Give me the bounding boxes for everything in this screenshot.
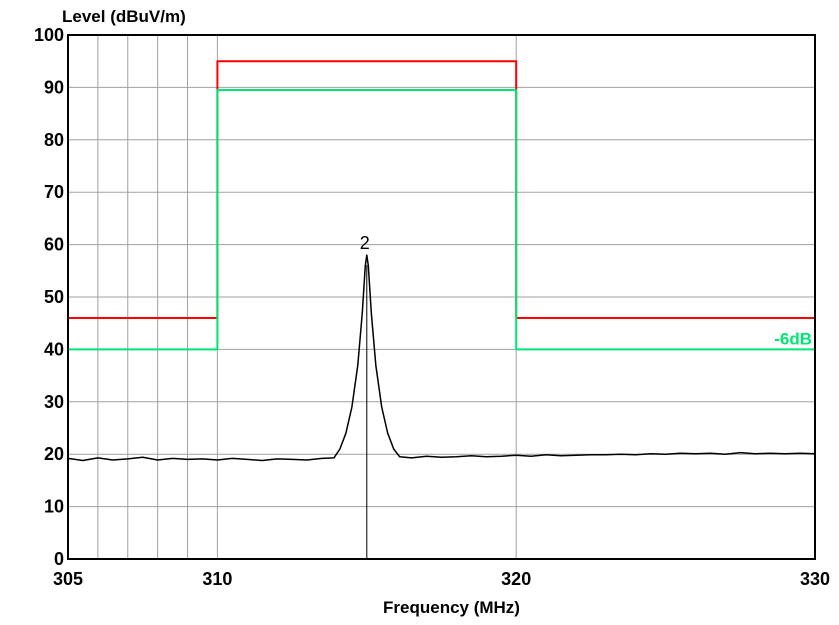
series-line-2	[68, 89, 815, 351]
y-tick-label: 80	[44, 130, 64, 150]
plot-frame	[67, 34, 816, 560]
y-tick-label: 20	[44, 444, 64, 464]
x-tick-label: 310	[202, 569, 232, 589]
annotation-layer: -6dB	[774, 329, 812, 348]
marker-label: 2	[360, 233, 370, 253]
x-tick-label: 330	[800, 569, 830, 589]
y-tick-label: 50	[44, 287, 64, 307]
y-tick-label: 100	[34, 25, 64, 45]
marker-layer: 2	[360, 233, 370, 559]
x-tick-label: 320	[501, 569, 531, 589]
grid	[67, 34, 816, 560]
x-tick-label: 305	[53, 569, 83, 589]
y-tick-label: 40	[44, 339, 64, 359]
y-tick-label: 10	[44, 497, 64, 517]
y-tick-label: 90	[44, 77, 64, 97]
x-axis-label: Frequency (MHz)	[383, 598, 520, 617]
y-tick-labels: 0 10 20 30 40 50 60 70 80 90 100	[34, 25, 64, 569]
y-tick-label: 60	[44, 235, 64, 255]
y-axis-label: Level (dBuV/m)	[62, 7, 186, 26]
x-tick-labels: 305 310 320 330	[53, 569, 830, 589]
y-tick-label: 70	[44, 182, 64, 202]
y-tick-label: 0	[54, 549, 64, 569]
annotation-label: -6dB	[774, 329, 812, 348]
series-layer	[67, 60, 816, 462]
y-tick-label: 30	[44, 392, 64, 412]
series-line-1	[68, 60, 815, 319]
series-line-3	[67, 254, 816, 462]
